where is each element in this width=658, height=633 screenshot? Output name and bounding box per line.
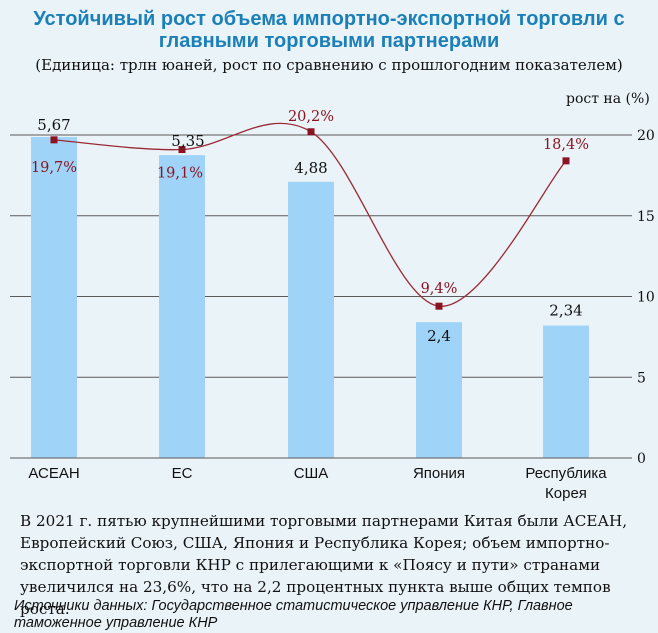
chart-subtitle: (Единица: трлн юаней, рост по сравнению … xyxy=(35,56,623,74)
bar xyxy=(416,322,462,458)
growth-marker xyxy=(435,302,443,310)
bar-value-label: 4,88 xyxy=(294,159,327,177)
growth-marker xyxy=(50,136,58,144)
x-tick-label: Республика xyxy=(525,465,607,482)
bar-value-label: 5,35 xyxy=(171,132,204,150)
chart-title-line-2: главными торговыми партнерами xyxy=(158,30,500,52)
data-source-note: Источники данных: Государственное статис… xyxy=(14,598,573,631)
growth-data-label: 20,2% xyxy=(288,109,334,125)
footnote-text: В 2021 г. пятью крупнейшими торговыми па… xyxy=(20,512,628,618)
growth-marker xyxy=(562,157,570,165)
x-tick-label: Япония xyxy=(413,465,465,482)
y2-axis-label: рост на (%) xyxy=(566,91,650,107)
y2-tick-label: 0 xyxy=(637,451,646,467)
growth-line xyxy=(53,122,567,307)
bar-value-label: 2,34 xyxy=(549,302,582,320)
bar xyxy=(159,155,205,458)
bar-value-label: 2,4 xyxy=(427,327,451,345)
growth-data-label: 19,7% xyxy=(31,160,77,176)
y2-tick-label: 20 xyxy=(637,128,655,144)
growth-marker xyxy=(307,128,315,136)
bar-line-chart: 20 15 10 5 0 19,7% 19,1% 20,2% 9,4% 18,4% 5,67 5,35… xyxy=(10,109,655,502)
chart-title-line-1: Устойчивый рост объема импортно-экспортн… xyxy=(33,8,625,30)
growth-data-label: 19,1% xyxy=(157,166,203,182)
growth-marker xyxy=(178,146,186,154)
y2-tick-label: 10 xyxy=(637,290,655,306)
y2-tick-label: 15 xyxy=(637,209,655,225)
bar xyxy=(288,181,334,459)
x-tick-label: США xyxy=(294,465,329,482)
growth-data-label: 18,4% xyxy=(543,137,589,153)
x-tick-label: АСЕАН xyxy=(28,465,79,482)
bar-value-label: 5,67 xyxy=(37,116,70,134)
x-tick-label: Корея xyxy=(545,485,587,502)
growth-data-label: 9,4% xyxy=(421,281,458,297)
x-tick-label: ЕС xyxy=(172,465,193,482)
bar xyxy=(31,137,77,458)
bar xyxy=(543,325,589,458)
y2-tick-label: 5 xyxy=(637,370,646,386)
